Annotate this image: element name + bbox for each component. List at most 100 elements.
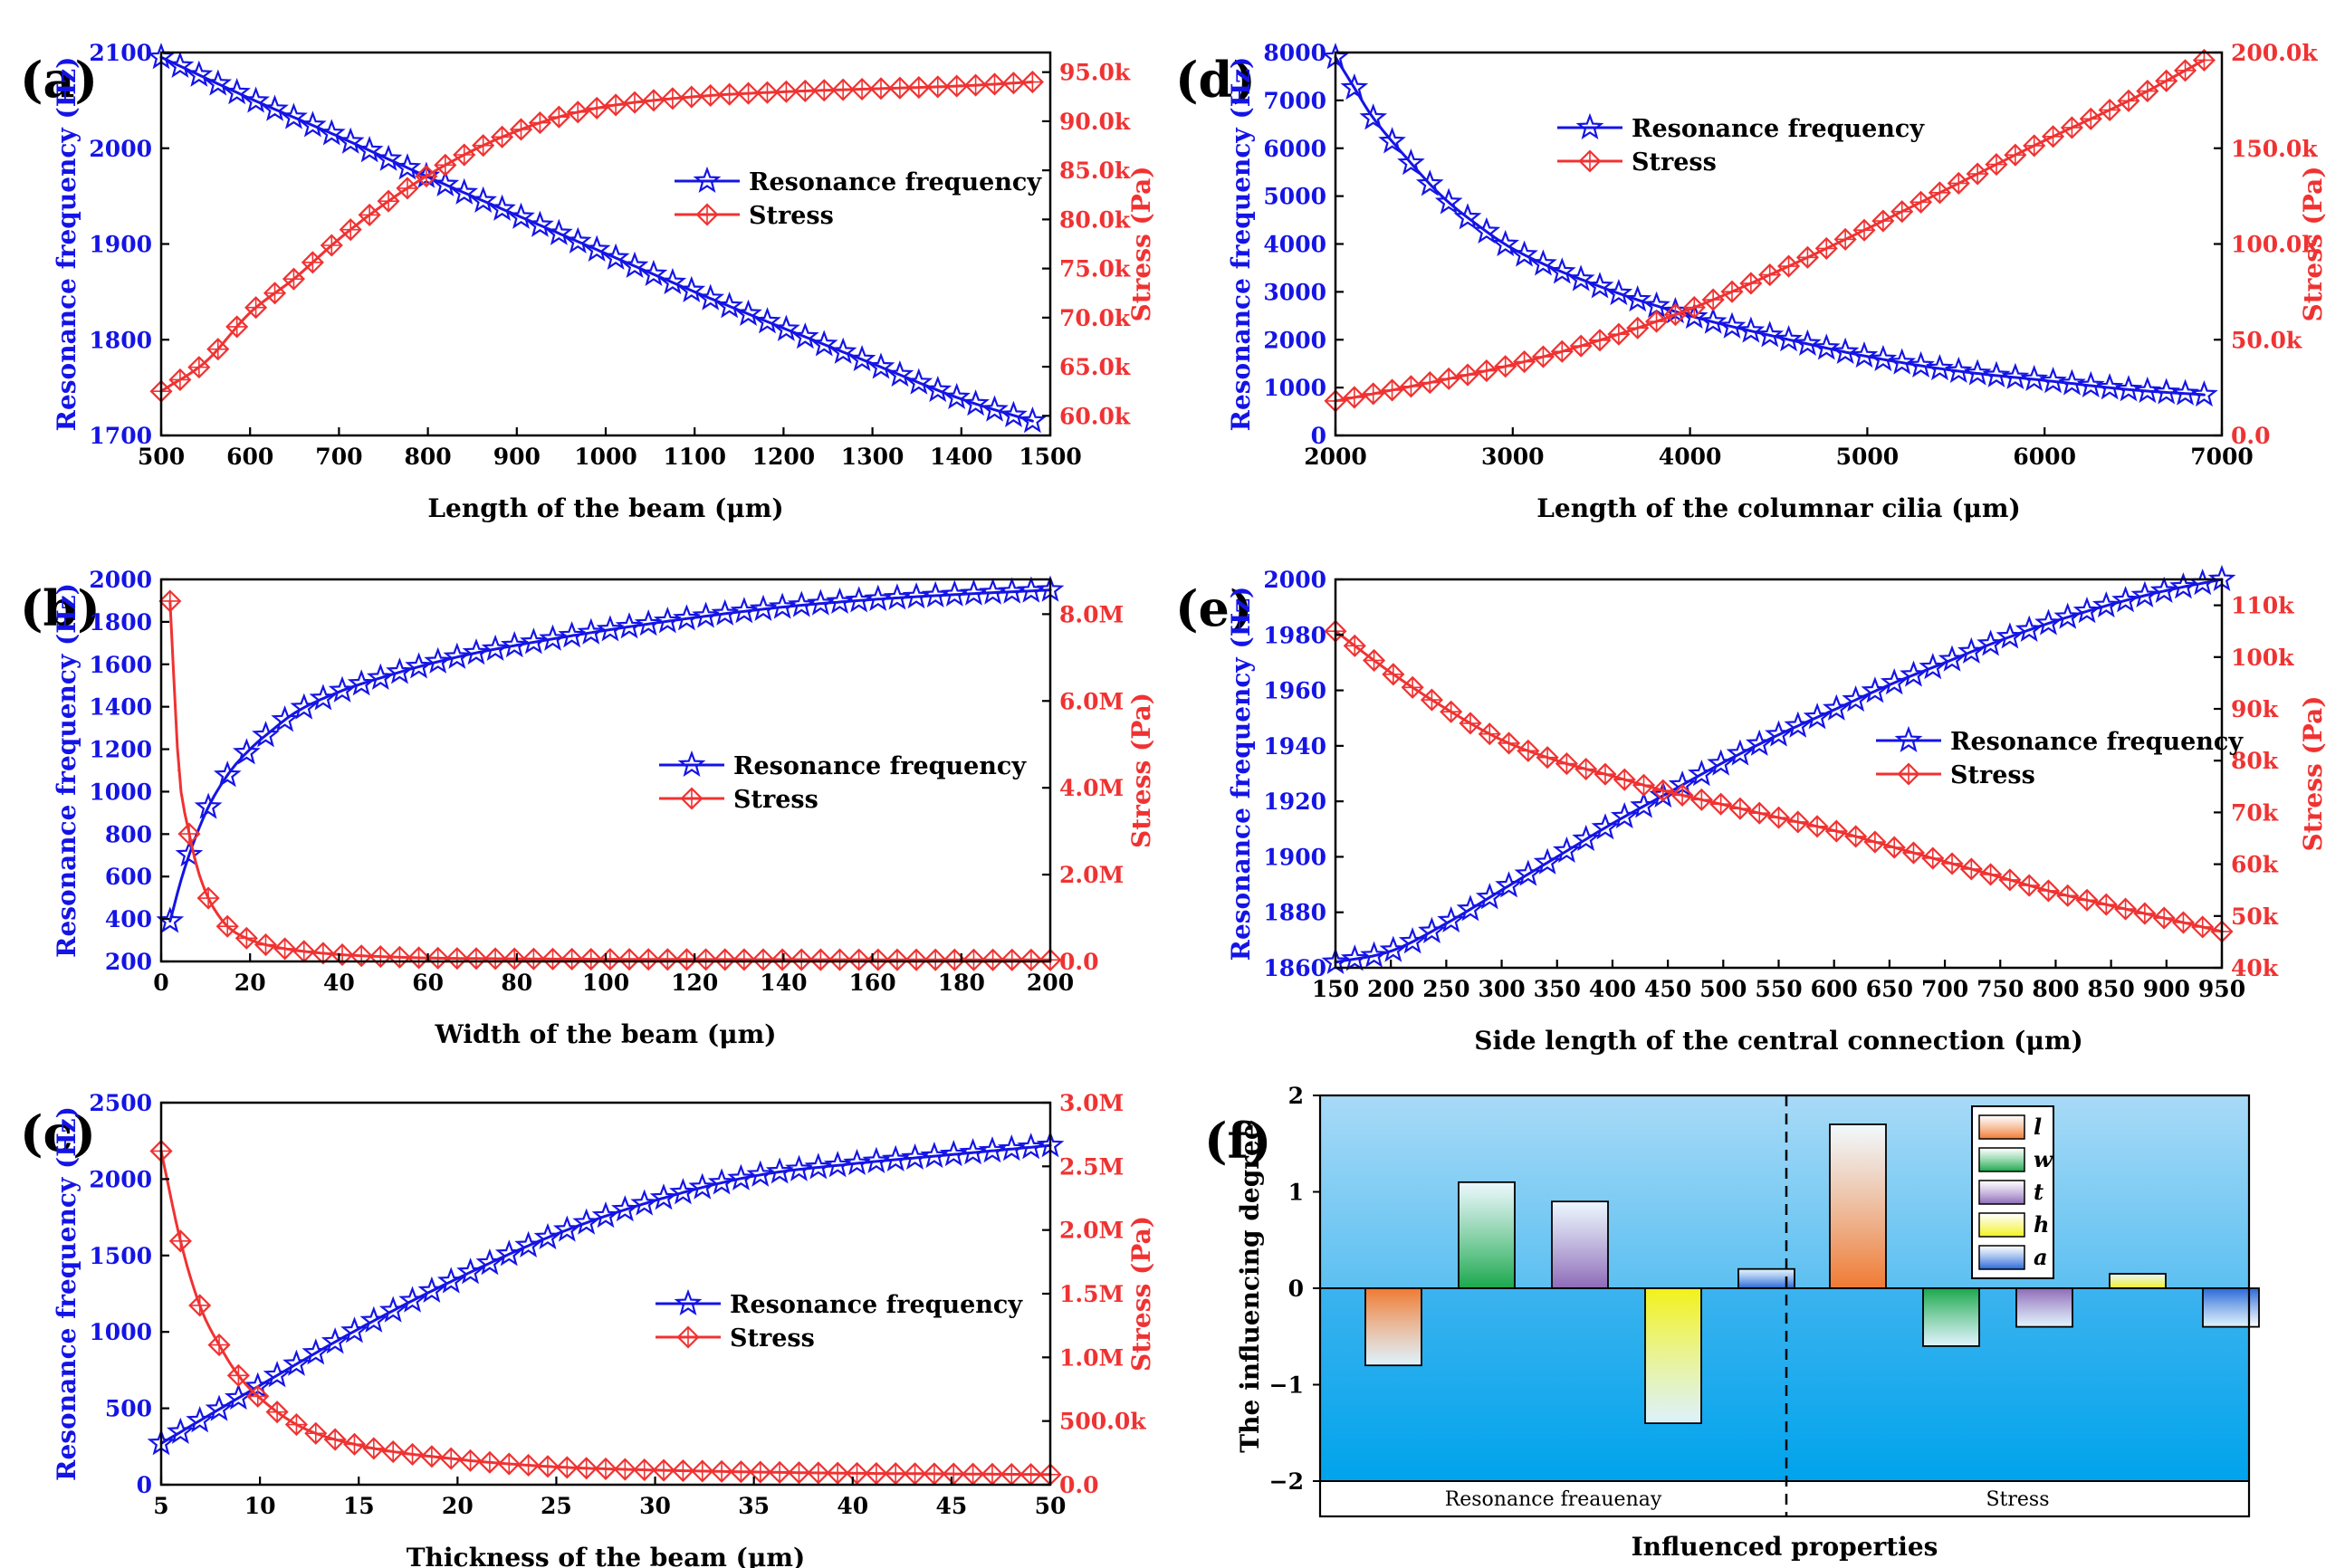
bar-l-stress: [1829, 1123, 1887, 1289]
diamond-marker: [1456, 363, 1479, 387]
x-tick-label: 140: [760, 970, 807, 996]
diamond-marker: [301, 251, 324, 274]
data-point: [1943, 661, 1947, 664]
star-marker: [997, 1134, 1026, 1162]
diamond-marker: [1651, 779, 1675, 802]
y-tick-label: 7000: [1263, 88, 1326, 114]
diamond-marker: [2036, 879, 2061, 903]
markers-frequency: [1321, 43, 2218, 407]
star-marker: [582, 234, 611, 262]
data-point: [177, 769, 181, 772]
legend-label: Stress: [730, 1324, 815, 1353]
diamond-marker: [1574, 757, 1598, 781]
x-axis-label: Length of the beam (μm): [427, 493, 783, 523]
star-marker: [366, 663, 395, 690]
star-marker: [1340, 944, 1369, 971]
x-tick-label: 3000: [1481, 444, 1545, 470]
x-axis-label: Width of the beam (μm): [434, 1019, 776, 1049]
panel-label: (f): [1204, 1112, 1271, 1170]
star-marker: [194, 792, 223, 819]
markers-stress: [1324, 48, 2216, 413]
diamond-marker: [1777, 254, 1801, 278]
x-tick-label: 750: [1976, 976, 2024, 1002]
diamond-marker: [1901, 841, 1926, 865]
x-tick-label: 950: [2198, 976, 2245, 1002]
diamond-marker: [478, 1450, 502, 1474]
diamond-marker: [926, 75, 950, 99]
y2-axis-label: Stress (Pa): [1126, 167, 1156, 322]
data-point: [204, 811, 207, 815]
data-point: [871, 362, 875, 366]
star-marker: [1926, 353, 1954, 381]
diamond-marker: [349, 944, 373, 968]
series-line-frequency: [1334, 56, 2205, 397]
x-axis-label: Length of the columnar cilia (μm): [1536, 493, 2021, 523]
data-point: [693, 95, 696, 99]
x-tick-label: 0: [153, 970, 168, 996]
diamond-marker: [2174, 59, 2197, 82]
y2-tick-label: 50k: [2231, 904, 2279, 930]
y-tick-label: 1000: [89, 779, 152, 805]
diamond-marker: [1569, 334, 1593, 358]
x-tick-label: 80: [501, 970, 532, 996]
star-marker: [1888, 348, 1917, 375]
star-marker: [1745, 729, 1774, 756]
diamond-marker: [2155, 69, 2178, 92]
y2-tick-label: 65.0k: [1059, 354, 1131, 380]
x-tick-label: 50: [1035, 1493, 1067, 1519]
star-marker: [1553, 836, 1581, 864]
y2-tick-label: 70.0k: [1059, 305, 1131, 331]
star-marker: [577, 617, 606, 645]
diamond-marker: [1663, 303, 1687, 327]
diamond-marker: [751, 948, 775, 971]
series-line-stress: [1335, 630, 2223, 933]
x-tick-label: 120: [671, 970, 718, 996]
diamond-marker: [168, 368, 192, 392]
diamond-marker: [1555, 751, 1578, 776]
star-marker: [1610, 801, 1639, 829]
panel-label: (a): [20, 51, 98, 109]
star-marker: [658, 267, 687, 295]
diamond-marker: [1497, 731, 1521, 755]
panel-label: (d): [1175, 51, 1256, 109]
diamond-marker: [459, 1448, 483, 1472]
diamond-marker: [924, 948, 947, 971]
diamond-marker: [1513, 349, 1536, 374]
diamond-marker: [1890, 200, 1914, 224]
x-axis-label: Influenced properties: [1632, 1532, 1938, 1562]
star-marker: [707, 1168, 736, 1195]
diamond-marker: [981, 1462, 1004, 1486]
star-marker: [1756, 320, 1785, 348]
diamond-marker: [472, 134, 495, 158]
diamond-marker: [885, 948, 909, 971]
diamond-marker: [196, 886, 220, 910]
star-marker: [1718, 311, 1747, 339]
diamond-marker: [2075, 888, 2099, 912]
star-marker: [847, 344, 876, 372]
data-point: [426, 663, 430, 666]
y-axis-label: Resonance frequency (Hz): [52, 1106, 81, 1481]
diamond-marker: [790, 948, 813, 971]
star-marker: [1630, 791, 1658, 818]
data-point: [292, 277, 296, 280]
diamond-marker: [598, 948, 622, 971]
star-marker: [823, 1151, 852, 1178]
y2-tick-label: 0.0: [1059, 949, 1099, 975]
panel-label: (e): [1175, 579, 1252, 637]
legend-label: Stress: [749, 202, 834, 230]
diamond-marker: [246, 1384, 270, 1408]
legend-diamond-marker: [1897, 762, 1920, 786]
x-tick-label: 850: [2088, 976, 2135, 1002]
diamond-marker: [1382, 663, 1405, 686]
x-tick-label: 1500: [1019, 444, 1082, 470]
data-point: [204, 360, 207, 364]
data-point: [1352, 84, 1355, 88]
data-point: [1500, 888, 1504, 892]
y2-tick-label: 75.0k: [1059, 256, 1131, 282]
data-point: [426, 174, 430, 177]
diamond-marker: [1613, 768, 1636, 791]
star-marker: [1775, 324, 1803, 352]
y2-tick-label: 500.0k: [1059, 1409, 1146, 1435]
data-point: [1954, 369, 1957, 373]
diamond-marker: [1437, 367, 1460, 390]
